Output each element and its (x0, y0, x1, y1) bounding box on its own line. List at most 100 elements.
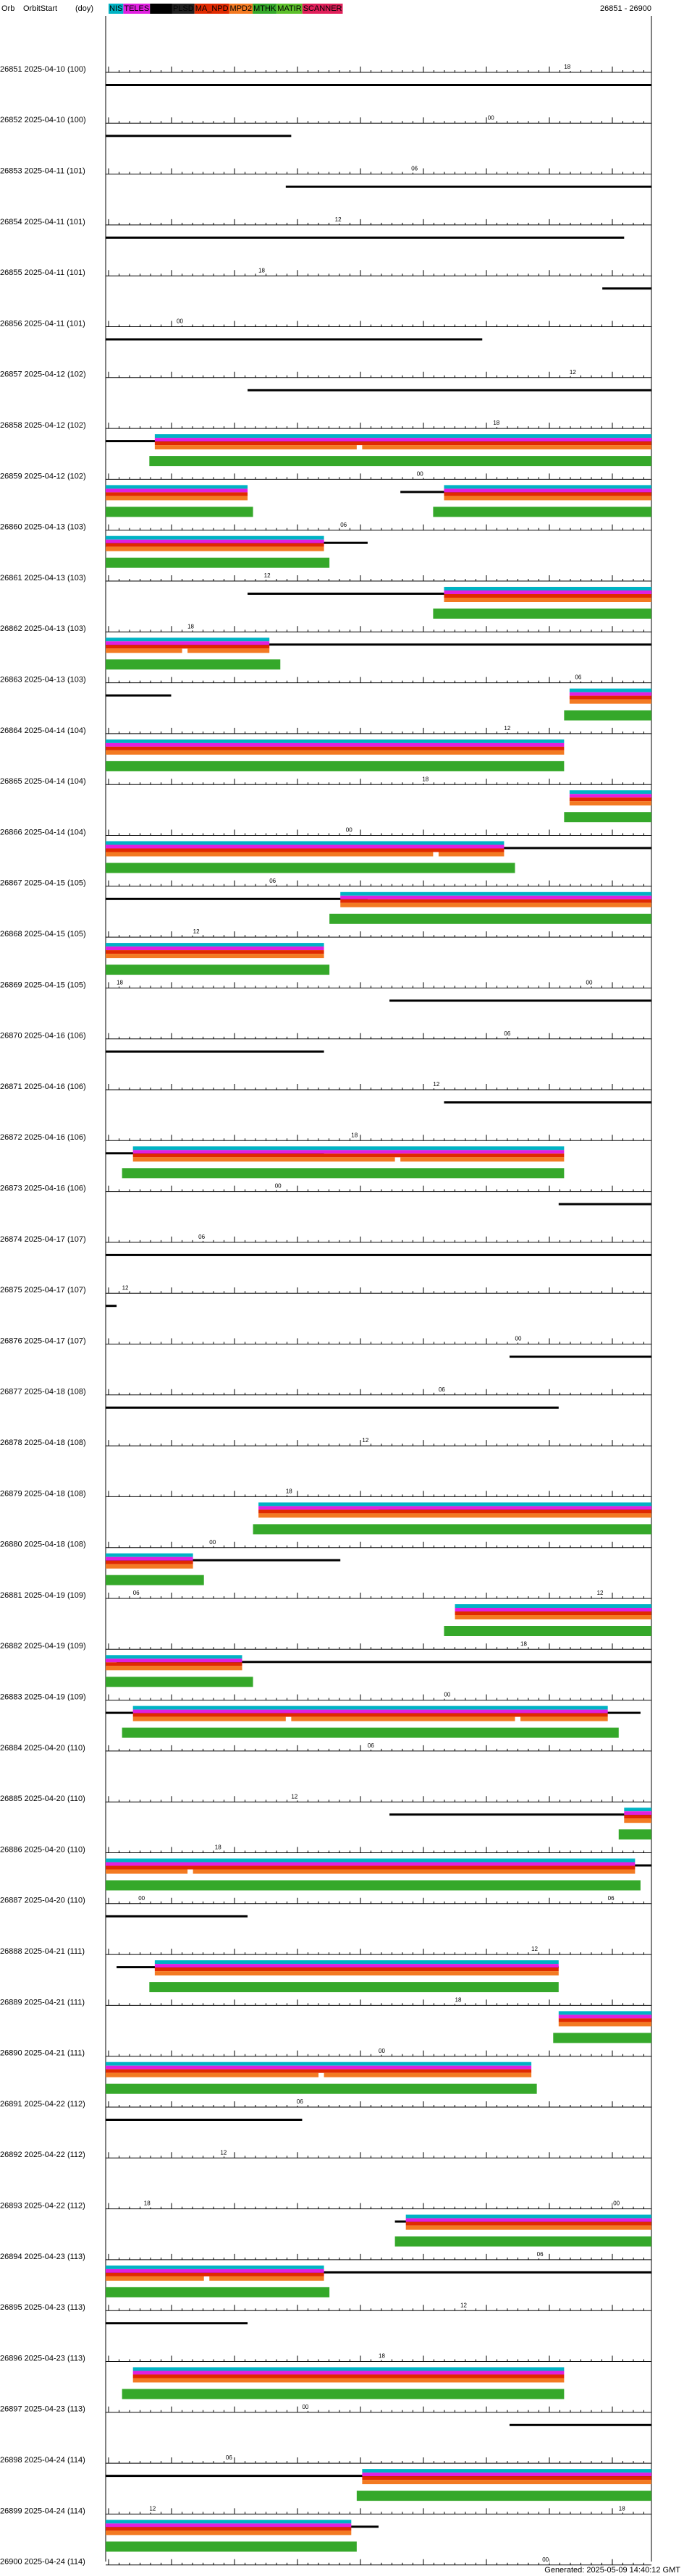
activity-bar (106, 488, 248, 493)
hour-label: 12 (504, 725, 510, 732)
orbit-label: 26877 2025-04-18 (108) (0, 1388, 86, 1397)
hour-label: 00 (586, 980, 593, 986)
activity-bar (618, 1829, 651, 1840)
hour-label: 12 (362, 1437, 368, 1444)
activity-bar (362, 2476, 651, 2480)
activity-bar (509, 1355, 651, 1358)
hour-bg (116, 980, 124, 987)
hour-bg (143, 2200, 151, 2208)
activity-bar (106, 492, 248, 496)
hour-bg (536, 2251, 544, 2258)
activity-bar (258, 1502, 651, 1507)
legend-swatch (109, 4, 124, 14)
activity-bar (558, 2011, 651, 2015)
hour-label: 00 (417, 471, 423, 478)
hour-label: 06 (411, 166, 418, 172)
activity-bar (340, 899, 651, 903)
activity-bar (106, 694, 172, 697)
hour-label: 06 (297, 2098, 303, 2105)
hour-label: 06 (198, 1234, 205, 1240)
activity-bar (362, 2469, 651, 2473)
activity-bar (602, 287, 651, 290)
hour-bg (607, 1895, 615, 1902)
hour-label: 06 (133, 1590, 140, 1596)
hour-label: 18 (215, 1844, 221, 1851)
legend-label: PLSD (173, 4, 194, 13)
hour-label: 12 (291, 1793, 297, 1800)
hour-label: 12 (335, 216, 342, 223)
activity-bar (362, 2473, 651, 2477)
activity-bar (106, 2520, 352, 2524)
activity-bar (624, 1811, 651, 1816)
orbit-label: 26881 2025-04-19 (109) (0, 1591, 86, 1600)
activity-bar (106, 1564, 193, 1569)
hour-label: 12 (122, 1284, 129, 1291)
activity-bar (405, 2225, 651, 2230)
orbit-label: 26876 2025-04-17 (107) (0, 1336, 86, 1345)
activity-bar (106, 84, 651, 86)
hour-label: 18 (455, 1997, 462, 2004)
activity-bar (132, 1150, 565, 1154)
activity-bar (564, 812, 651, 823)
hour-bg (187, 624, 195, 631)
activity-bar (154, 434, 652, 438)
activity-bar (520, 1716, 608, 1721)
activity-bar (258, 1506, 651, 1510)
hour-bg (454, 1997, 463, 2004)
hour-bg (568, 369, 577, 376)
activity-bar (132, 1709, 608, 1713)
activity-bar (106, 546, 324, 551)
hour-bg (514, 1336, 523, 1343)
hour-label: 18 (493, 420, 499, 426)
activity-bar (106, 852, 434, 857)
activity-bar (106, 2287, 330, 2297)
activity-bar (405, 2218, 651, 2222)
activity-bar (389, 999, 651, 1002)
activity-bar (106, 659, 281, 670)
activity-bar (106, 643, 651, 646)
header-orbit: Orb (1, 4, 14, 13)
activity-bar (291, 1716, 515, 1721)
orbit-label: 26897 2025-04-23 (113) (0, 2405, 85, 2414)
activity-bar (433, 609, 651, 619)
activity-bar (106, 1575, 204, 1585)
hour-bg (531, 1946, 539, 1954)
activity-bar (558, 1203, 651, 1206)
hour-label: 00 (302, 2404, 308, 2410)
header-start: OrbitStart (23, 4, 57, 13)
hour-bg (415, 471, 424, 478)
activity-bar (106, 535, 324, 540)
activity-bar (444, 496, 651, 501)
hour-bg (274, 1183, 282, 1190)
hour-label: 12 (531, 1946, 538, 1952)
hour-label: 06 (269, 878, 276, 884)
activity-bar (356, 2491, 651, 2501)
legend-label: MA_NPD (195, 4, 229, 13)
orbit-label: 26889 2025-04-21 (111) (0, 1998, 85, 2007)
activity-bar (444, 1101, 651, 1103)
hour-bg (563, 64, 572, 71)
hour-bg (378, 2048, 386, 2055)
hour-bg (208, 1539, 217, 1546)
hour-label: 06 (368, 1742, 374, 1749)
hour-bg (198, 1234, 206, 1241)
activity-bar (106, 2069, 532, 2073)
activity-bar (106, 557, 330, 568)
activity-bar (132, 2378, 565, 2383)
hour-bg (443, 1692, 452, 1699)
hour-label: 00 (488, 114, 494, 121)
hour-bg (361, 1438, 370, 1445)
activity-bar (569, 692, 651, 696)
hour-bg (421, 776, 430, 784)
activity-bar (106, 1253, 651, 1256)
hour-bg (176, 318, 185, 326)
legend-label: MPD2 (230, 4, 253, 13)
activity-bar (132, 1716, 286, 1721)
activity-bar (106, 742, 565, 747)
hour-bg (432, 1082, 441, 1088)
activity-bar (455, 1615, 651, 1619)
hour-label: 06 (439, 1386, 445, 1393)
orbit-label: 26869 2025-04-15 (105) (0, 980, 86, 989)
activity-bar (106, 485, 248, 489)
